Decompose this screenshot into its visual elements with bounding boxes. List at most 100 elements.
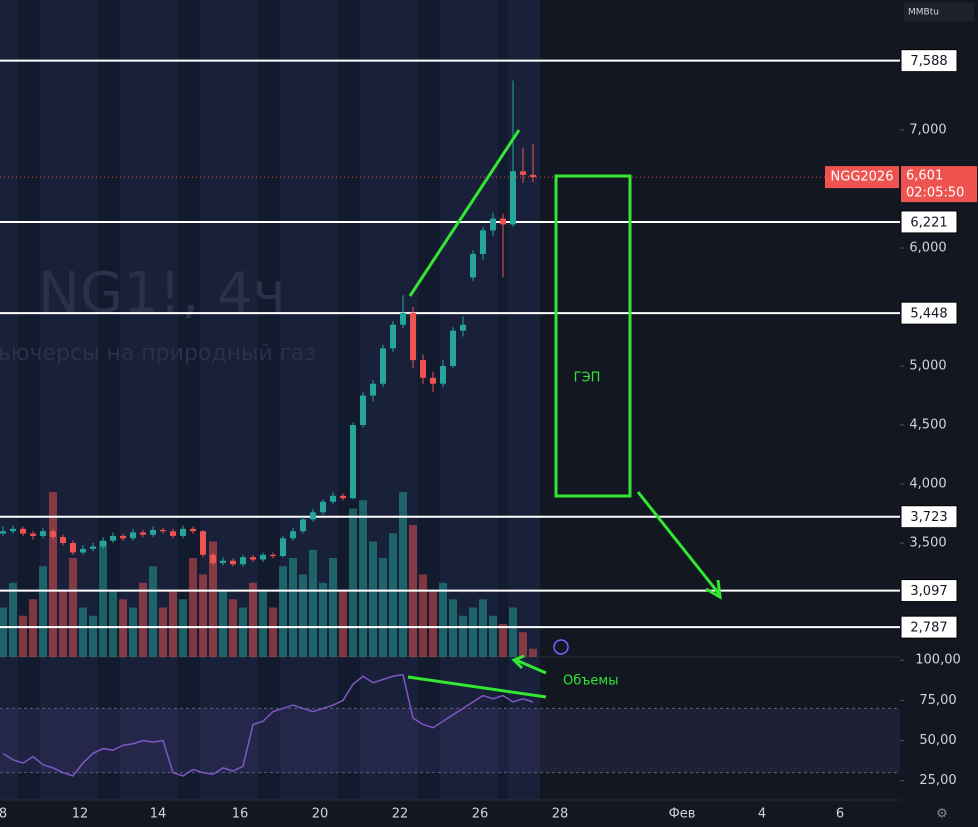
volume-bar bbox=[379, 558, 387, 657]
candle-body bbox=[240, 557, 246, 565]
watermark-description: ьючерсы на природный газ bbox=[0, 341, 316, 366]
symbol-box bbox=[825, 166, 899, 189]
candle-body bbox=[20, 528, 26, 534]
rsi-band bbox=[0, 708, 900, 773]
volume-bar bbox=[469, 607, 477, 657]
candle-body bbox=[270, 554, 276, 556]
candle-body bbox=[320, 501, 326, 513]
candle-body bbox=[470, 253, 476, 278]
candle-body bbox=[420, 360, 426, 378]
candle-body bbox=[370, 383, 376, 396]
volume-bar bbox=[439, 582, 447, 657]
volume-bar bbox=[209, 541, 217, 657]
level-label: 2,787 bbox=[910, 621, 947, 636]
volume-bar bbox=[399, 492, 407, 657]
volume-bar bbox=[239, 607, 247, 657]
rsi-tick-label: 50,00 bbox=[919, 733, 956, 748]
candle-body bbox=[510, 171, 516, 225]
volume-bar bbox=[199, 574, 207, 657]
candle-body bbox=[440, 366, 446, 384]
candle-body bbox=[210, 554, 216, 564]
level-label-box bbox=[900, 49, 958, 73]
candle-body bbox=[130, 532, 136, 539]
x-tick-label: 4 bbox=[758, 807, 766, 822]
unit-label: MMBtu bbox=[908, 8, 939, 18]
rsi-tick-label: 25,00 bbox=[919, 773, 956, 788]
volume-bar bbox=[529, 648, 537, 657]
settings-icon[interactable]: ⚙ bbox=[936, 807, 948, 822]
unit-box[interactable] bbox=[904, 3, 974, 21]
volume-bar bbox=[149, 566, 157, 657]
volume-bar bbox=[109, 591, 117, 657]
candle-body bbox=[520, 171, 526, 175]
candle-body bbox=[410, 312, 416, 361]
x-tick-label: Фев bbox=[669, 807, 696, 822]
candle-body bbox=[0, 531, 6, 534]
volume-bar bbox=[269, 607, 277, 657]
candle-body bbox=[230, 560, 236, 565]
volume-bar bbox=[249, 582, 257, 657]
y-tick-label: 7,000 bbox=[909, 123, 946, 138]
volume-bar bbox=[289, 558, 297, 657]
candle-body bbox=[80, 548, 86, 553]
candle-body bbox=[390, 324, 396, 349]
candle-body bbox=[120, 535, 126, 539]
candle-body bbox=[500, 218, 506, 225]
candle-body bbox=[90, 546, 96, 549]
volume-bar bbox=[99, 541, 107, 657]
volume-bar bbox=[499, 624, 507, 657]
volume-bar bbox=[349, 508, 357, 657]
volume-bar bbox=[369, 541, 377, 657]
volume-bar bbox=[489, 615, 497, 657]
gap-label: ГЭП bbox=[574, 371, 601, 386]
volume-bar bbox=[0, 607, 7, 657]
volume-bar bbox=[189, 558, 197, 657]
candle-body bbox=[300, 519, 306, 532]
drawings bbox=[407, 129, 722, 699]
volume-bar bbox=[139, 582, 147, 657]
candle-body bbox=[170, 531, 176, 536]
volume-bar bbox=[69, 558, 77, 657]
level-label-box bbox=[900, 301, 958, 325]
candle-body bbox=[430, 377, 436, 384]
price-axis bbox=[900, 0, 978, 827]
candle-body bbox=[280, 538, 286, 556]
x-tick-label: 14 bbox=[150, 807, 167, 822]
candle-body bbox=[190, 528, 196, 532]
scroll-button[interactable] bbox=[553, 639, 569, 655]
volume-bar bbox=[279, 566, 287, 657]
rsi-line bbox=[2, 673, 534, 777]
volume-bar bbox=[169, 591, 177, 657]
volume-bar bbox=[19, 615, 27, 657]
rsi-tick-label: 75,00 bbox=[919, 693, 956, 708]
volume-bar bbox=[519, 632, 527, 657]
candle-body bbox=[180, 528, 186, 536]
watermark-symbol: NG1!, 4ч bbox=[38, 261, 286, 326]
level-label-box bbox=[900, 615, 958, 639]
y-tick-label: 4,500 bbox=[909, 418, 946, 433]
volume-bar bbox=[509, 607, 517, 657]
candle-body bbox=[160, 530, 166, 532]
candle-body bbox=[290, 531, 296, 539]
rsi-tick-label: 100,00 bbox=[915, 653, 961, 668]
candle-body bbox=[50, 531, 56, 538]
x-tick-label: 16 bbox=[232, 807, 249, 822]
volume-bar bbox=[59, 591, 67, 657]
volume-bar bbox=[329, 558, 337, 657]
y-tick-label: 6,000 bbox=[909, 241, 946, 256]
candle-body bbox=[10, 528, 16, 532]
volume-bar bbox=[429, 591, 437, 657]
level-label: 6,221 bbox=[910, 215, 947, 230]
volume-bar bbox=[419, 574, 427, 657]
x-tick-label: 20 bbox=[312, 807, 329, 822]
level-label-box bbox=[900, 505, 958, 529]
candle-body bbox=[100, 540, 106, 547]
candle-body bbox=[40, 531, 46, 536]
level-label: 5,448 bbox=[910, 307, 947, 322]
candle-body bbox=[140, 532, 146, 535]
y-tick-label: 3,500 bbox=[909, 536, 946, 551]
volume-bar bbox=[39, 566, 47, 657]
candle-body bbox=[110, 535, 116, 541]
volume-bar bbox=[309, 549, 317, 657]
volume-bar bbox=[79, 607, 87, 657]
